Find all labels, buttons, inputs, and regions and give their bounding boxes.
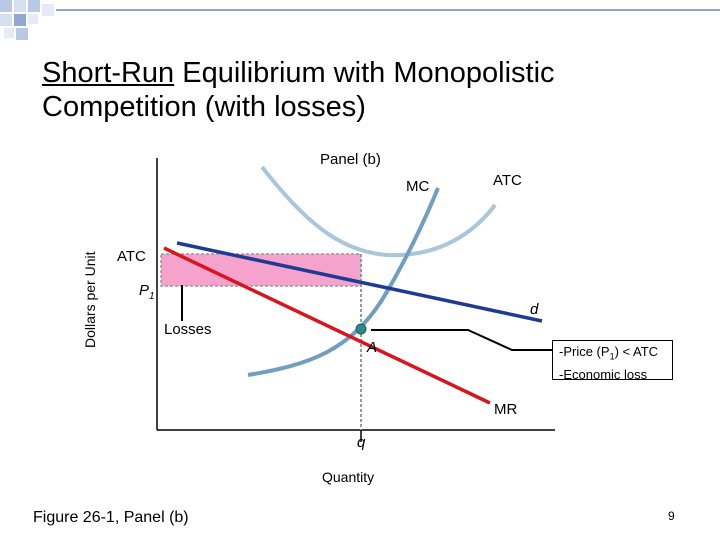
note-pointer: [371, 329, 552, 351]
y-axis-label: Dollars per Unit: [82, 251, 98, 348]
mr-label: MR: [494, 401, 518, 418]
note-line-1-a: -Price (P: [559, 344, 610, 359]
loss-note: -Price (P1) < ATC -Economic loss: [552, 340, 673, 382]
mr-curve: [163, 246, 491, 405]
title-line1-rest: Equilibrium with Monopolistic: [174, 57, 555, 89]
atc-curve: [260, 165, 497, 258]
title-underlined-part: Short-Run: [42, 57, 175, 89]
atc-level-label: ATC: [117, 248, 146, 265]
note-line-1-sub: 1: [609, 351, 615, 362]
atc-curve-label: ATC: [493, 172, 522, 189]
title-line2: Competition (with losses): [42, 91, 366, 123]
point-a-label: A: [367, 339, 378, 356]
price-p: P: [139, 282, 150, 299]
losses-label: Losses: [164, 321, 212, 338]
page-number: 9: [668, 509, 675, 523]
loss-area: [160, 253, 362, 287]
corner-decoration: [0, 0, 54, 40]
note-line-1-b: ) < ATC: [614, 344, 659, 359]
demand-curve: [176, 241, 543, 323]
slide-title: Short-Run Equilibrium with Monopolistic …: [42, 56, 555, 124]
panel-label: Panel (b): [320, 151, 381, 168]
price-level-label: P1: [139, 282, 155, 302]
note-line-1: -Price (P1) < ATC: [559, 343, 672, 366]
point-a-marker: [355, 323, 367, 335]
quantity-label: q: [357, 434, 366, 451]
x-axis-label: Quantity: [322, 469, 375, 485]
mc-curve: [247, 187, 440, 377]
mc-label: MC: [406, 178, 430, 195]
note-line-2: -Economic loss: [559, 366, 648, 382]
demand-label: d: [530, 301, 539, 318]
figure-caption: Figure 26-1, Panel (b): [33, 509, 189, 526]
price-subscript: 1: [149, 291, 155, 302]
